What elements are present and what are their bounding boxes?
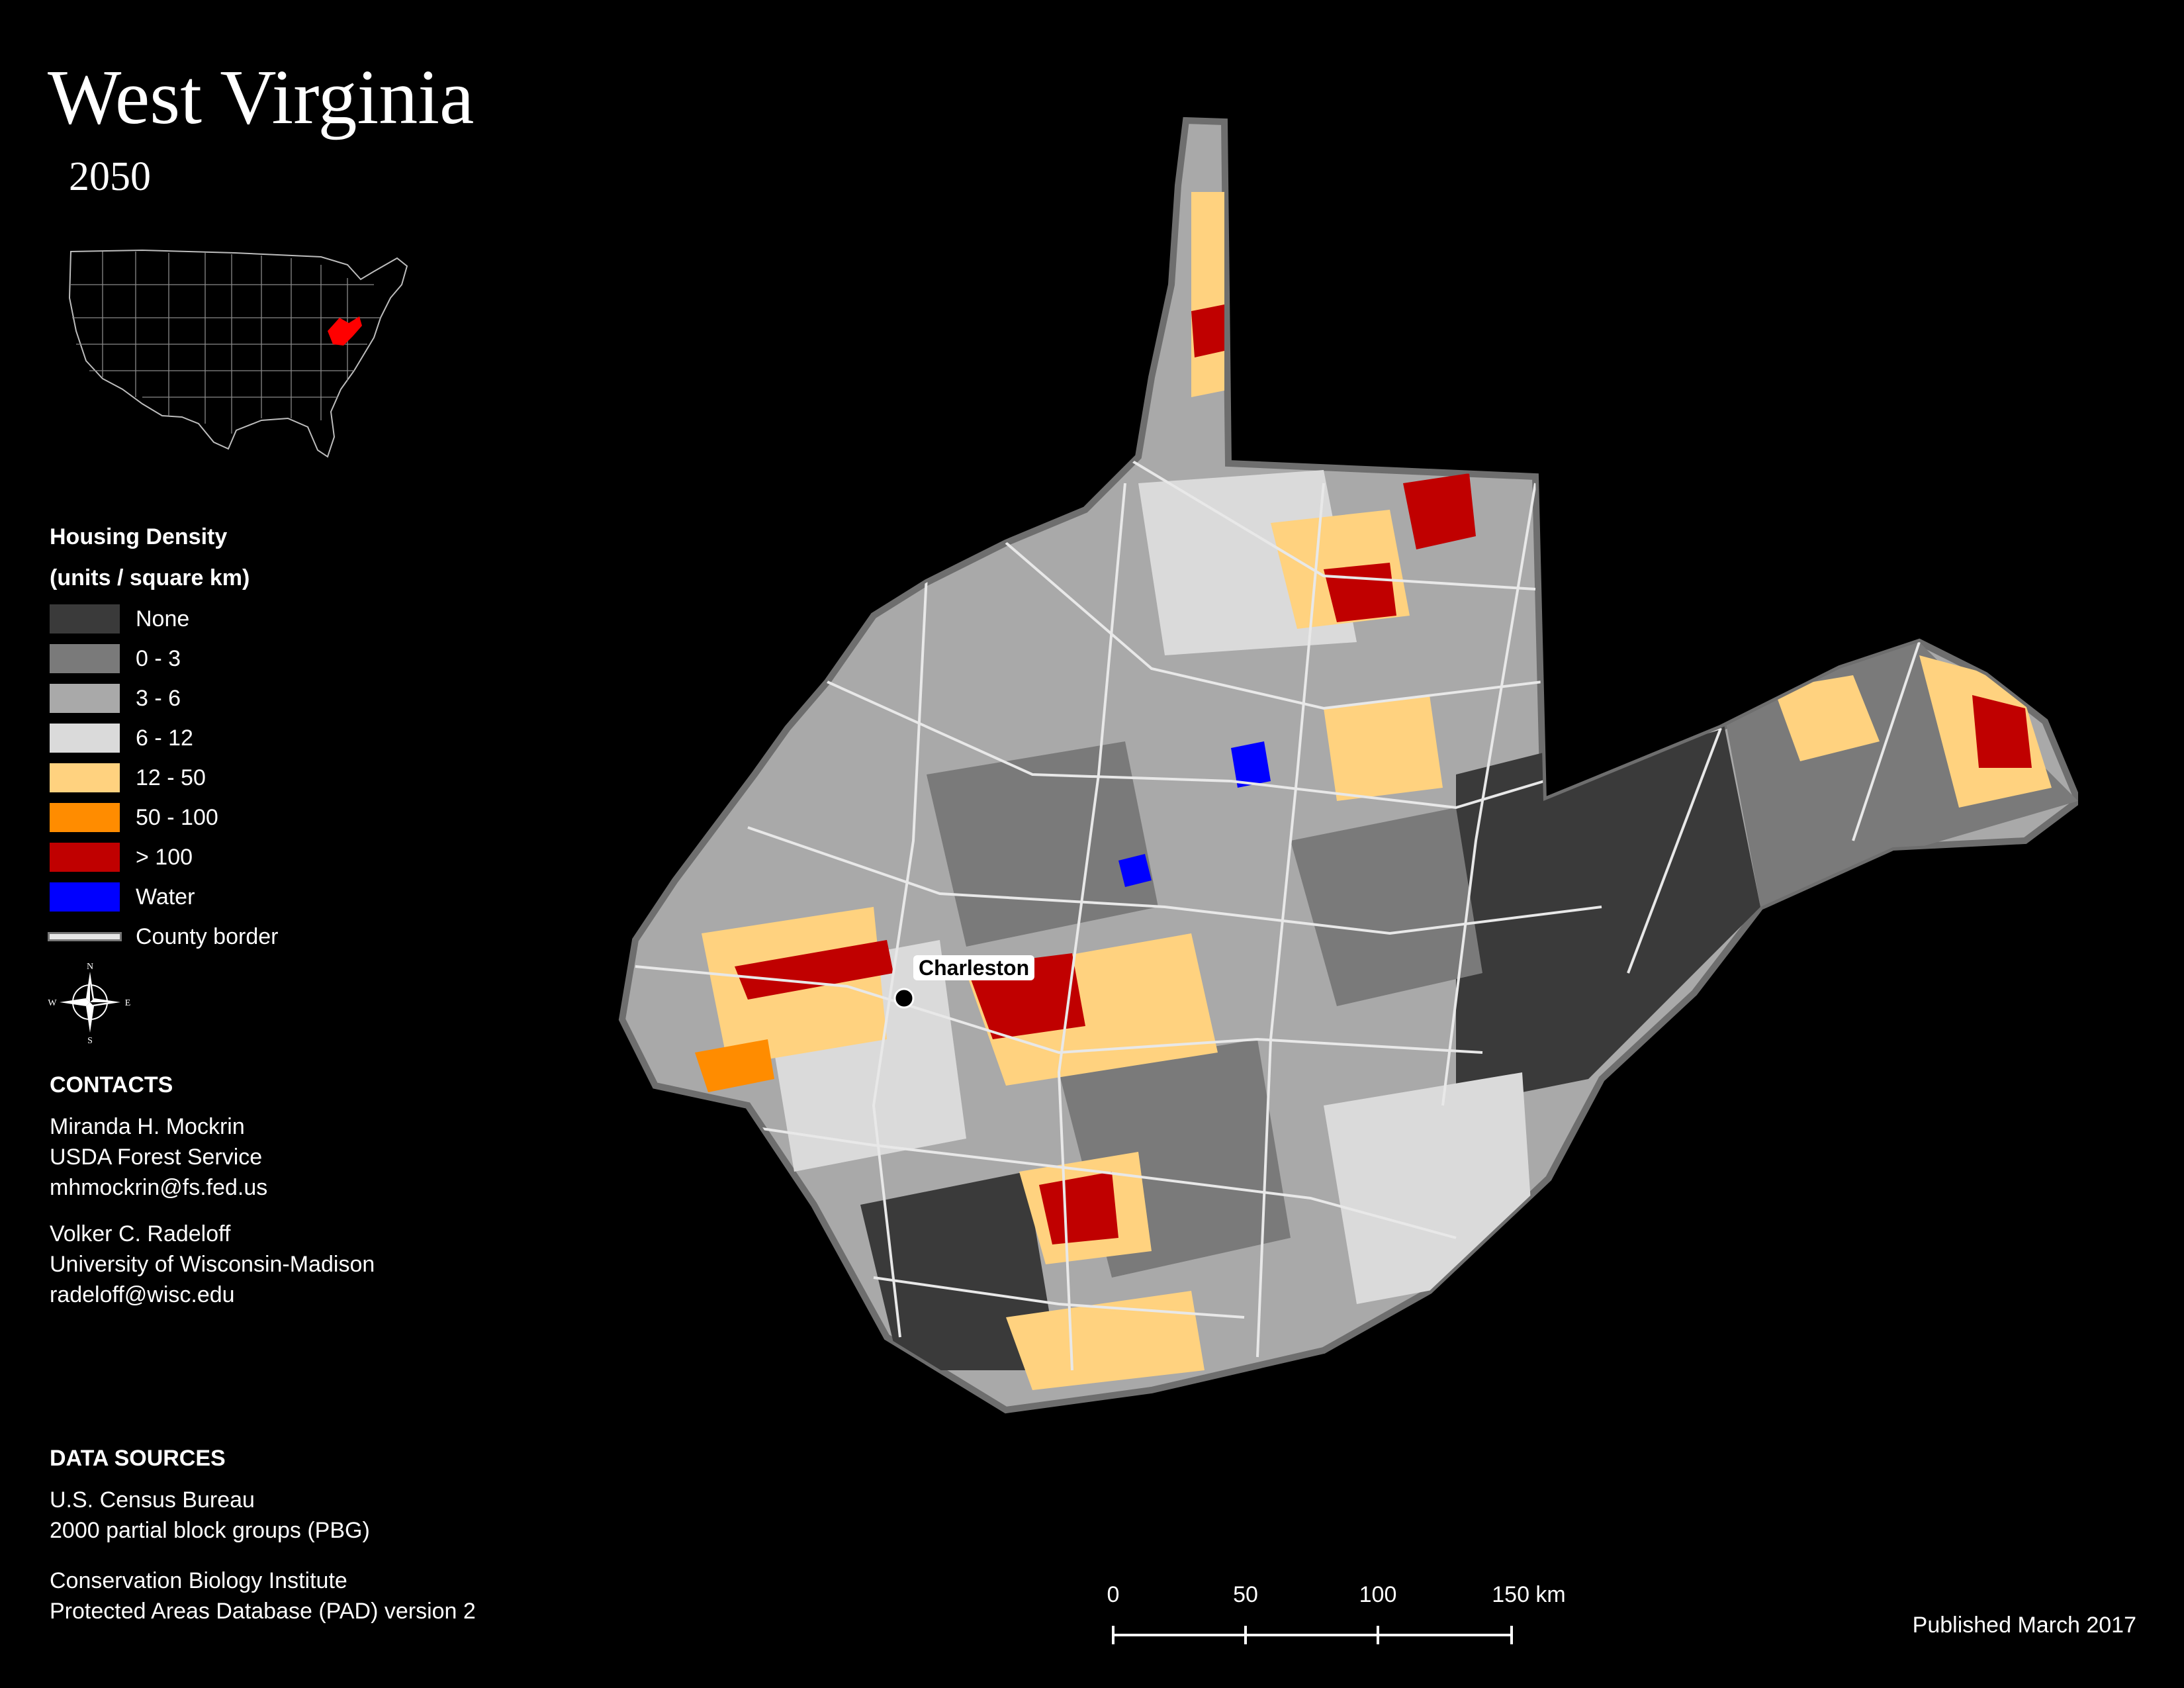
contact-name: Miranda H. Mockrin bbox=[50, 1114, 245, 1139]
compass-n: N bbox=[87, 962, 93, 972]
contact-person-1: Miranda H. Mockrin USDA Forest Service m… bbox=[50, 1111, 375, 1203]
scale-label-150: 150 km bbox=[1492, 1582, 1566, 1607]
legend-item-12-50: 12 - 50 bbox=[50, 758, 278, 798]
county-borders bbox=[635, 455, 1921, 1371]
compass-s: S bbox=[87, 1036, 93, 1045]
legend-label: 12 - 50 bbox=[136, 765, 206, 790]
legend-title-line2: (units / square km) bbox=[50, 565, 250, 590]
charleston-marker bbox=[893, 988, 915, 1009]
county-border-swatch bbox=[50, 934, 120, 939]
data-source-line: 2000 partial block groups (PBG) bbox=[50, 1518, 370, 1543]
compass-e: E bbox=[125, 998, 131, 1008]
legend-swatch bbox=[50, 684, 120, 713]
legend-swatch bbox=[50, 724, 120, 753]
data-source-line: U.S. Census Bureau bbox=[50, 1487, 255, 1513]
data-source-line: Conservation Biology Institute bbox=[50, 1568, 347, 1593]
legend-label: None bbox=[136, 606, 190, 632]
density-patches bbox=[695, 192, 2078, 1390]
city-label-charleston: Charleston bbox=[913, 955, 1035, 980]
legend-swatch bbox=[50, 882, 120, 912]
contacts-heading: CONTACTS bbox=[50, 1072, 173, 1098]
legend-swatch bbox=[50, 644, 120, 673]
published-date: Published March 2017 bbox=[1912, 1613, 2136, 1638]
scale-label-50: 50 bbox=[1233, 1582, 1258, 1607]
data-sources-heading: DATA SOURCES bbox=[50, 1446, 226, 1471]
scale-bar: 0 50 100 150 km bbox=[1099, 1582, 1566, 1662]
legend-swatch bbox=[50, 604, 120, 633]
legend-item-water: Water bbox=[50, 877, 278, 917]
legend-title: Housing Density (units / square km) bbox=[50, 516, 250, 598]
scale-label-100: 100 bbox=[1359, 1582, 1397, 1607]
legend-swatch bbox=[50, 803, 120, 832]
legend: None 0 - 3 3 - 6 6 - 12 12 - 50 50 - 100… bbox=[50, 599, 278, 957]
contact-email[interactable]: radeloff@wisc.edu bbox=[50, 1282, 235, 1307]
legend-item-0-3: 0 - 3 bbox=[50, 639, 278, 679]
map-subtitle: 2050 bbox=[69, 154, 151, 199]
legend-item-3-6: 3 - 6 bbox=[50, 679, 278, 718]
data-source-1: U.S. Census Bureau 2000 partial block gr… bbox=[50, 1485, 476, 1546]
contact-email[interactable]: mhmockrin@fs.fed.us bbox=[50, 1175, 268, 1200]
scale-label-0: 0 bbox=[1107, 1582, 1120, 1607]
legend-item-none: None bbox=[50, 599, 278, 639]
legend-item-over-100: > 100 bbox=[50, 837, 278, 877]
legend-swatch bbox=[50, 763, 120, 792]
legend-item-50-100: 50 - 100 bbox=[50, 798, 278, 837]
data-source-2: Conservation Biology Institute Protected… bbox=[50, 1566, 476, 1626]
legend-item-6-12: 6 - 12 bbox=[50, 718, 278, 758]
legend-title-line1: Housing Density bbox=[50, 524, 228, 549]
legend-label: 3 - 6 bbox=[136, 685, 181, 711]
data-source-line: Protected Areas Database (PAD) version 2 bbox=[50, 1599, 476, 1624]
compass-rose-icon: N S E W bbox=[48, 962, 131, 1045]
contacts-section: CONTACTS Miranda H. Mockrin USDA Forest … bbox=[50, 1072, 375, 1310]
contact-org: USDA Forest Service bbox=[50, 1145, 263, 1170]
west-virginia-housing-density-map bbox=[618, 117, 2078, 1414]
us-outline bbox=[68, 249, 408, 458]
data-sources-section: DATA SOURCES U.S. Census Bureau 2000 par… bbox=[50, 1446, 476, 1626]
contact-person-2: Volker C. Radeloff University of Wiscons… bbox=[50, 1219, 375, 1310]
contact-org: University of Wisconsin-Madison bbox=[50, 1252, 375, 1277]
legend-label: 50 - 100 bbox=[136, 804, 218, 830]
legend-swatch bbox=[50, 843, 120, 872]
us-locator-inset bbox=[68, 249, 408, 458]
scale-bar-line bbox=[1112, 1626, 1513, 1644]
legend-label: 6 - 12 bbox=[136, 725, 193, 751]
legend-label: County border bbox=[136, 923, 279, 949]
contact-name: Volker C. Radeloff bbox=[50, 1221, 231, 1246]
legend-item-county-border: County border bbox=[50, 917, 278, 957]
legend-label: > 100 bbox=[136, 844, 193, 870]
legend-label: Water bbox=[136, 884, 195, 910]
legend-label: 0 - 3 bbox=[136, 645, 181, 671]
west-virginia-highlight bbox=[328, 316, 362, 346]
map-title: West Virginia bbox=[48, 54, 475, 140]
compass-w: W bbox=[48, 998, 57, 1008]
us-state-lines bbox=[71, 252, 381, 434]
